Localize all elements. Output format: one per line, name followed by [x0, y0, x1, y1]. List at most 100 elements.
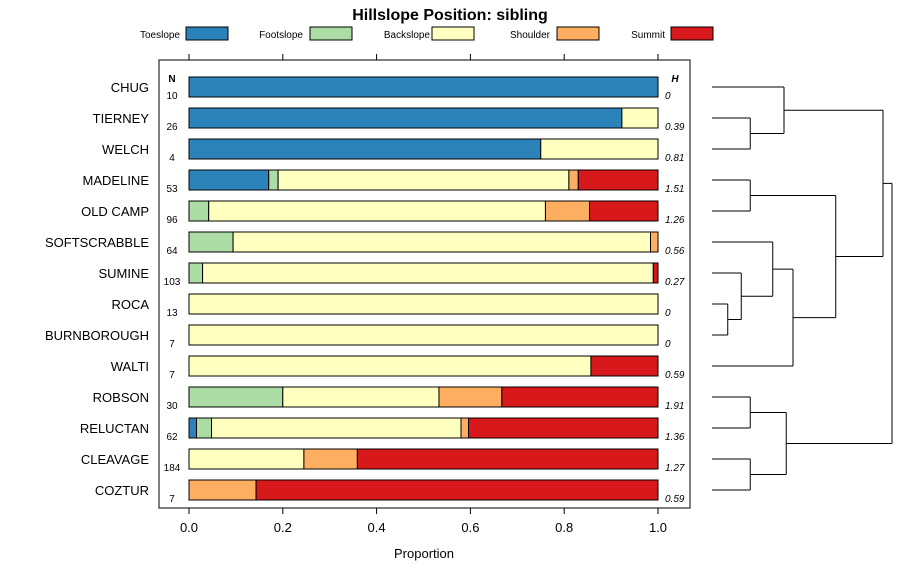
row-n-value: 184	[164, 463, 181, 474]
bar-segment-shoulder	[460, 417, 470, 439]
row-h-value: 1.36	[665, 432, 685, 443]
bar-segment-shoulder	[544, 200, 591, 222]
row-h-value: 0.39	[665, 122, 685, 133]
bar-segment-summit	[652, 262, 659, 284]
legend-label-footslope: Footslope	[259, 30, 303, 41]
bar-segment-summit	[255, 479, 659, 501]
legend: Toeslope Footslope Backslope Shoulder Summit	[140, 26, 714, 41]
row-h-value: 0.56	[665, 246, 685, 257]
row-h-value: 0.59	[665, 370, 685, 381]
bar-segment-backslope	[282, 386, 440, 408]
row-label: TIERNEY	[93, 111, 150, 126]
chart-title: Hillslope Position: sibling	[352, 7, 548, 24]
plot-frame	[158, 59, 691, 509]
bar-segment-backslope	[188, 324, 659, 346]
row-label: MADELINE	[83, 173, 150, 188]
x-axis-label: Proportion	[394, 546, 454, 561]
legend-swatch-footslope	[309, 26, 353, 41]
bar-segment-backslope	[232, 231, 651, 253]
row-n-value: 53	[166, 184, 178, 195]
row-n-value: 4	[169, 153, 175, 164]
row-n-value: 26	[166, 122, 178, 133]
bar-segment-summit	[577, 169, 659, 191]
row-n-value: 10	[166, 91, 178, 102]
bar-segment-backslope	[188, 293, 659, 315]
x-tick-label-2: 0.4	[368, 520, 386, 535]
bar-segment-backslope	[188, 448, 305, 470]
bar-segment-footslope	[196, 417, 213, 439]
row-n-value: 7	[169, 494, 175, 505]
bar-segment-toeslope	[188, 138, 542, 160]
legend-label-summit: Summit	[631, 30, 665, 41]
row-h-value: 0	[665, 308, 671, 319]
bar-segment-summit	[356, 448, 659, 470]
bar-segment-footslope	[268, 169, 279, 191]
dendrogram	[712, 86, 893, 491]
h-column-header: H	[671, 74, 679, 85]
row-label: CLEAVAGE	[81, 452, 149, 467]
bar-segment-footslope	[188, 200, 210, 222]
x-tick-label-1: 0.2	[274, 520, 292, 535]
bar-segment-footslope	[188, 386, 284, 408]
row-n-value: 62	[166, 432, 178, 443]
row-label: WELCH	[102, 142, 149, 157]
row-n-value: 13	[166, 308, 178, 319]
bar-segment-summit	[501, 386, 659, 408]
bar-segment-summit	[590, 355, 659, 377]
row-label: COZTUR	[95, 483, 149, 498]
bar-segment-backslope	[202, 262, 654, 284]
bar-segment-backslope	[208, 200, 546, 222]
row-h-value: 1.26	[665, 215, 685, 226]
x-tick-label-5: 1.0	[649, 520, 667, 535]
row-n-value: 64	[166, 246, 178, 257]
bar-segment-backslope	[277, 169, 570, 191]
bar-segment-footslope	[188, 262, 204, 284]
row-n-value: 30	[166, 401, 178, 412]
legend-swatch-summit	[670, 26, 714, 41]
row-h-value: 0.27	[665, 277, 685, 288]
bar-segment-shoulder	[649, 231, 659, 253]
bar-segment-backslope	[211, 417, 462, 439]
bar-rows: CHUG 10 0 TIERNEY 26 0.39 WELCH 4 0.81 MADELINE 53…	[45, 76, 685, 505]
row-h-value: 0	[665, 91, 671, 102]
row-h-value: 1.27	[665, 463, 685, 474]
bar-segment-shoulder	[438, 386, 503, 408]
legend-swatch-shoulder	[556, 26, 600, 41]
bar-segment-backslope	[188, 355, 592, 377]
bar-segment-toeslope	[188, 76, 659, 98]
bar-segment-summit	[468, 417, 659, 439]
bar-segment-shoulder	[303, 448, 358, 470]
row-label: BURNBOROUGH	[45, 328, 149, 343]
bar-segment-toeslope	[188, 169, 270, 191]
row-label: OLD CAMP	[81, 204, 149, 219]
bar-segment-toeslope	[188, 417, 198, 439]
x-tick-label-3: 0.6	[461, 520, 479, 535]
row-label: WALTI	[111, 359, 149, 374]
bar-segment-toeslope	[188, 107, 623, 129]
row-n-value: 7	[169, 339, 175, 350]
row-n-value: 103	[164, 277, 181, 288]
bar-segment-shoulder	[188, 479, 257, 501]
row-h-value: 1.51	[665, 184, 684, 195]
row-n-value: 7	[169, 370, 175, 381]
row-label: CHUG	[111, 80, 149, 95]
bar-segment-backslope	[540, 138, 659, 160]
row-n-value: 96	[166, 215, 178, 226]
legend-label-shoulder: Shoulder	[510, 30, 551, 41]
bar-segment-backslope	[621, 107, 659, 129]
row-label: SUMINE	[98, 266, 149, 281]
legend-label-backslope: Backslope	[384, 30, 431, 41]
x-axis: 0.0 0.2 0.4 0.6 0.8 1.0	[180, 508, 667, 535]
legend-swatch-backslope	[431, 26, 475, 41]
x-tick-label-4: 0.8	[555, 520, 573, 535]
row-h-value: 0	[665, 339, 671, 350]
n-column-header: N	[168, 74, 175, 85]
row-h-value: 0.81	[665, 153, 684, 164]
row-h-value: 1.91	[665, 401, 684, 412]
legend-swatch-toeslope	[185, 26, 229, 41]
row-label: ROCA	[111, 297, 149, 312]
x-tick-label-0: 0.0	[180, 520, 198, 535]
row-label: ROBSON	[93, 390, 149, 405]
bar-segment-shoulder	[568, 169, 579, 191]
